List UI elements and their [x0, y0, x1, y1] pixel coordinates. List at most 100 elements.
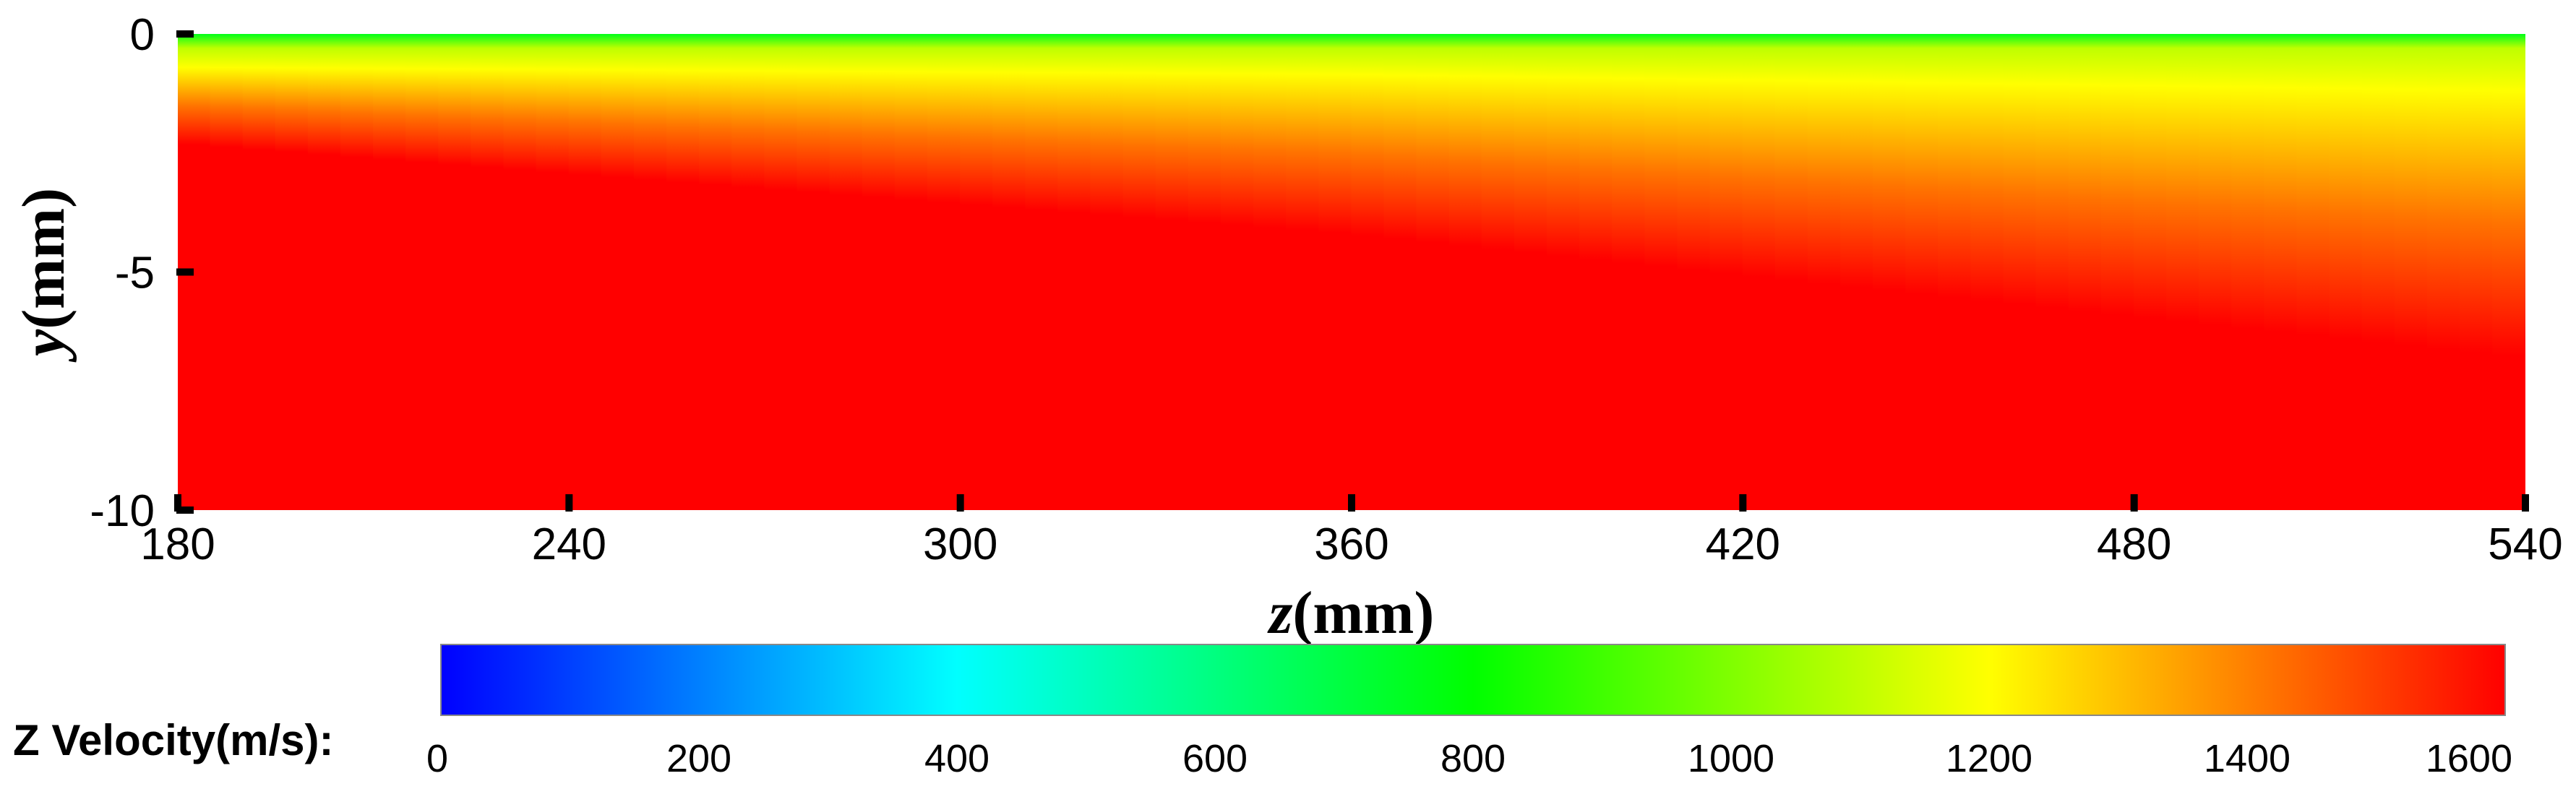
heatmap-strip	[1709, 34, 1743, 283]
x-axis-ticks: 180 240 300 360 420 480 540	[140, 494, 2563, 569]
heatmap-strip	[1873, 34, 1907, 301]
heatmap-strip	[307, 34, 342, 165]
x-tick-label: 540	[2488, 519, 2562, 569]
x-tick-mark	[1348, 494, 1355, 512]
heatmap-strip	[731, 34, 765, 197]
heatmap-strip	[1122, 34, 1156, 228]
heatmap-strip	[275, 34, 309, 162]
heatmap-strip	[2231, 34, 2265, 338]
heatmap-strip	[1220, 34, 1255, 235]
heatmap-strip	[1253, 34, 1287, 238]
heatmap-strip	[2166, 34, 2200, 332]
x-tick-mark	[174, 494, 181, 512]
heatmap-strip	[1155, 34, 1190, 230]
heatmap-strip	[862, 34, 896, 207]
colorbar-tick-label: 200	[666, 737, 731, 780]
y-tick-mark	[176, 268, 194, 276]
y-tick-mark	[176, 506, 194, 514]
y-tick-label: 0	[130, 10, 155, 60]
x-tick-mark	[565, 494, 573, 512]
heatmap-strip	[2003, 34, 2037, 314]
heatmap-strip	[1025, 34, 1059, 220]
heatmap-strip	[2492, 34, 2525, 366]
x-axis-title: z(mm)	[1267, 579, 1435, 647]
heatmap-strip	[1644, 34, 1678, 277]
heatmap-strip	[2199, 34, 2233, 335]
heatmap-strip	[1774, 34, 1809, 290]
heatmap-strip	[503, 34, 537, 180]
heatmap-strip	[438, 34, 472, 175]
x-tick-label: 420	[1706, 519, 1780, 569]
heatmap-strip	[1188, 34, 1222, 233]
x-tick-label: 180	[140, 519, 215, 569]
heatmap-strip	[2427, 34, 2461, 359]
colorbar-tick-label: 800	[1441, 737, 1506, 780]
x-tick-label: 360	[1314, 519, 1388, 569]
heatmap-strip	[1286, 34, 1320, 240]
y-axis-ticks: 0 -5 -10	[90, 10, 194, 536]
colorbar-ticks: 0 200 400 600 800 1000 1200 1400 1600	[426, 737, 2512, 780]
heatmap-strip	[1905, 34, 1939, 304]
heatmap-strip	[1514, 34, 1548, 263]
heatmap-strip	[1807, 34, 1842, 293]
heatmap-strip	[1351, 34, 1385, 246]
heatmap-strip	[797, 34, 830, 202]
x-tick-mark	[2522, 494, 2529, 512]
colorbar-tick-label: 600	[1182, 737, 1248, 780]
heatmap-strip	[405, 34, 439, 172]
heatmap-strip	[2460, 34, 2494, 363]
y-tick-label: -5	[115, 249, 155, 298]
heatmap-strip	[1742, 34, 1777, 287]
heatmap-strip	[340, 34, 374, 167]
heatmap-strip	[1840, 34, 1874, 297]
y-axis-unit: (mm)	[10, 188, 77, 329]
colorbar-tick-label: 1200	[1946, 737, 2032, 780]
colorbar-tick-label: 1600	[2426, 737, 2512, 780]
x-tick-mark	[2130, 494, 2138, 512]
heatmap-strip	[666, 34, 700, 192]
colorbar-tick-label: 0	[426, 737, 448, 780]
x-axis-unit: (mm)	[1292, 579, 1434, 647]
heatmap-strip	[1057, 34, 1091, 223]
heatmap-strip	[568, 34, 603, 185]
colorbar-tick-label: 400	[924, 737, 989, 780]
y-tick-label: -10	[90, 486, 155, 536]
heatmap-strip	[242, 34, 276, 160]
heatmap-strip	[1547, 34, 1581, 266]
heatmap-strip	[1938, 34, 1972, 308]
heatmap-strip	[1448, 34, 1483, 256]
x-tick-label: 300	[923, 519, 997, 569]
heatmap-strip	[2134, 34, 2168, 328]
heatmap-strip	[1090, 34, 1124, 225]
heatmap-strip	[2264, 34, 2298, 342]
heatmap-strip	[2329, 34, 2364, 349]
heatmap-strip	[633, 34, 668, 190]
heatmap-strip	[1677, 34, 1711, 280]
heatmap-strip	[2361, 34, 2396, 352]
heatmap-strip	[1481, 34, 1516, 259]
heatmap-strip	[2394, 34, 2429, 355]
colorbar-tick-label: 1000	[1688, 737, 1774, 780]
y-tick-mark	[176, 30, 194, 38]
heatmap-strip	[1579, 34, 1613, 270]
colorbar	[440, 644, 2506, 716]
heatmap-field	[178, 34, 2525, 510]
heatmap-strip	[2035, 34, 2070, 318]
heatmap-strip	[1416, 34, 1450, 252]
heatmap-strip	[2296, 34, 2330, 345]
heatmap-strip	[373, 34, 407, 170]
heatmap-strip	[927, 34, 961, 212]
x-tick-mark	[956, 494, 964, 512]
heatmap-strip	[992, 34, 1026, 217]
y-axis-var: y	[10, 329, 77, 363]
x-tick-label: 240	[532, 519, 606, 569]
y-axis-title: y(mm)	[10, 188, 77, 363]
heatmap-strip	[178, 34, 211, 155]
heatmap-strip	[2068, 34, 2103, 322]
heatmap-strip	[1318, 34, 1352, 243]
colorbar-title: Z Velocity(m/s):	[13, 716, 333, 764]
x-tick-mark	[1739, 494, 1747, 512]
heatmap-strip	[764, 34, 798, 200]
x-axis-var: z	[1267, 579, 1293, 647]
